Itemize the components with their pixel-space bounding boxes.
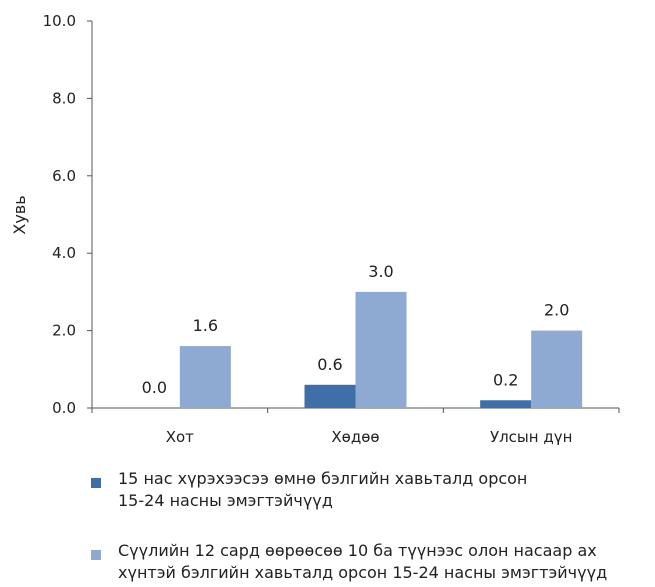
data-label-2-3: 2.0 (544, 301, 569, 320)
bar-2-1 (179, 346, 231, 408)
legend-label-series-1-line-2: 15-24 насны эмэгтэйчүүд (118, 491, 333, 510)
legend-item-series-1: 15 нас хүрэхээсээ өмнө бэлгийн хавьталд … (91, 468, 655, 512)
data-label-2-2: 3.0 (368, 262, 393, 281)
data-label-2-1: 1.6 (193, 316, 218, 335)
legend-swatch-series-2 (91, 550, 101, 560)
data-label-1-1: 0.0 (142, 378, 167, 397)
y-tick-labels: 0.0 2.0 4.0 6.0 8.0 10.0 (43, 12, 76, 417)
legend-item-series-2: Сүүлийн 12 сард өөрөөсөө 10 ба түүнээс о… (91, 540, 655, 584)
y-tick-label: 10.0 (43, 12, 76, 30)
y-axis-label: Хувь (10, 195, 29, 234)
data-labels: 0.0 1.6 0.6 3.0 0.2 2.0 (142, 262, 570, 397)
bar-2-3 (531, 330, 583, 408)
data-label-1-3: 0.2 (493, 370, 518, 389)
y-tick-label: 2.0 (52, 322, 76, 340)
bar-1-3 (480, 400, 532, 408)
bar-2-2 (355, 291, 407, 408)
y-tick-label: 0.0 (52, 399, 76, 417)
y-tick-label: 6.0 (52, 167, 76, 185)
category-label: Хот (166, 428, 194, 446)
y-tick-label: 8.0 (52, 89, 76, 107)
legend-label-series-2-line-1: Сүүлийн 12 сард өөрөөсөө 10 ба түүнээс о… (118, 541, 597, 560)
bars (179, 291, 583, 408)
legend-swatch-series-1 (91, 478, 101, 488)
category-label: Хөдөө (331, 428, 379, 446)
legend-label-series-1-line-1: 15 нас хүрэхээсээ өмнө бэлгийн хавьталд … (118, 469, 528, 488)
data-label-1-2: 0.6 (317, 355, 342, 374)
category-label: Улсын дүн (490, 428, 572, 446)
bar-chart: Хувь 0.0 2.0 4.0 6.0 8.0 10.0 0.0 1.6 0.6 3.0 0.2… (10, 12, 620, 446)
category-labels: Хот Хөдөө Улсын дүн (166, 428, 573, 446)
bar-1-2 (304, 384, 356, 408)
legend-label-series-2-line-2: хүнтэй бэлгийн хавьталд орсон 15-24 насн… (118, 563, 608, 582)
y-tick-label: 4.0 (52, 244, 76, 262)
